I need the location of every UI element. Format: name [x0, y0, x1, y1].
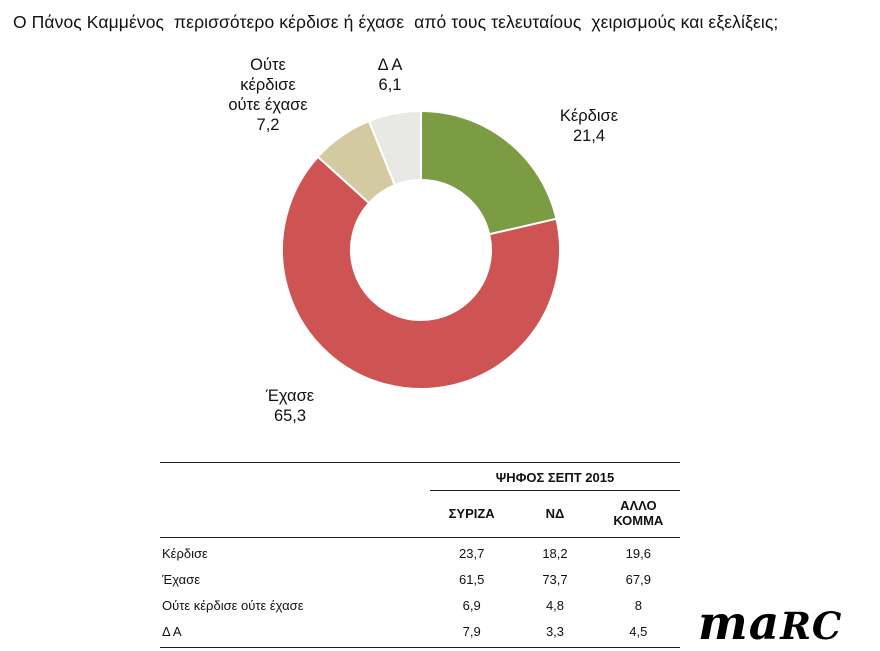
table-cell: 6,9 — [462, 597, 481, 613]
table-row: Κέρδισε 23,7 18,2 19,6 — [160, 540, 680, 566]
table-cell: 61,5 — [459, 571, 485, 587]
table-column-headers: ΣΥΡΙΖΑ ΝΔ ΑΛΛΟ ΚΟΜΜΑ — [160, 491, 680, 538]
slice-label-exase: Έχασε 65,3 — [265, 387, 315, 426]
row-label: Δ Α — [162, 623, 182, 639]
table-group-header: ΨΗΦΟΣ ΣΕΠΤ 2015 — [430, 463, 680, 491]
donut-slice-1 — [420, 109, 558, 236]
marc-logo-lower: ma — [698, 596, 781, 651]
table-row: Ούτε κέρδισε ούτε έχασε 6,9 4,8 8 — [160, 592, 680, 618]
slice-label-kerdise: Κέρδισε 21,4 — [559, 107, 619, 146]
table-cell: 3,3 — [545, 623, 565, 639]
slice-label-oute-kerdise-oute-exase: Ούτε κέρδισε ούτε έχασε 7,2 — [228, 56, 308, 135]
row-label: Ούτε κέρδισε ούτε έχασε — [162, 597, 304, 613]
marc-logo: maRC — [698, 596, 842, 651]
table-cell: 73,7 — [542, 571, 568, 587]
row-label: Έχασε — [162, 571, 201, 587]
table-cell: 23,7 — [459, 545, 485, 561]
table-cell: 67,9 — [625, 571, 651, 587]
column-header: ΝΔ — [545, 505, 565, 521]
table-cell: 4,5 — [629, 623, 648, 639]
table-cell: 8 — [634, 597, 642, 613]
table-row: Έχασε 61,5 73,7 67,9 — [160, 566, 680, 592]
slice-label-da: Δ Α 6,1 — [377, 56, 403, 95]
donut-chart — [281, 109, 561, 390]
table-cell: 18,2 — [542, 545, 568, 561]
column-header-spacer — [160, 510, 430, 518]
table-cell: 7,9 — [462, 623, 481, 639]
column-header: ΑΛΛΟ ΚΟΜΜΑ — [613, 498, 664, 528]
chart-title: Ο Πάνος Καμμένος περισσότερο κέρδισε ή έ… — [13, 12, 779, 32]
table-cell: 4,8 — [545, 597, 565, 613]
table-cell: 19,6 — [625, 545, 651, 561]
table-rows: Κέρδισε 23,7 18,2 19,6 Έχασε 61,5 73,7 67,9 Ούτε… — [160, 538, 680, 648]
results-table: ΨΗΦΟΣ ΣΕΠΤ 2015 ΣΥΡΙΖΑ ΝΔ ΑΛΛΟ ΚΟΜΜΑ Κέρδι… — [160, 462, 680, 648]
donut-slice-2 — [281, 155, 561, 390]
table-row: Δ Α 7,9 3,3 4,5 — [160, 618, 680, 644]
donut-slice-4 — [367, 109, 422, 187]
marc-logo-upper: RC — [780, 604, 843, 648]
column-header: ΣΥΡΙΖΑ — [448, 505, 495, 521]
row-label: Κέρδισε — [162, 545, 208, 561]
